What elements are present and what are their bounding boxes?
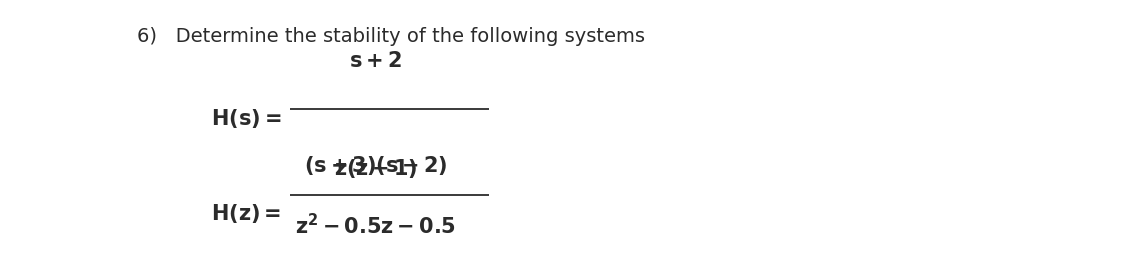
Text: $\mathbf{z(z-1)}$: $\mathbf{z(z-1)}$ xyxy=(333,157,418,180)
Text: 6)   Determine the stability of the following systems: 6) Determine the stability of the follow… xyxy=(137,27,644,46)
Text: $\mathbf{z^2 - 0.5z - 0.5}$: $\mathbf{z^2 - 0.5z - 0.5}$ xyxy=(295,213,456,238)
Text: $\mathbf{H(z) =}$: $\mathbf{H(z) =}$ xyxy=(211,202,281,225)
Text: $\mathbf{s+2}$: $\mathbf{s+2}$ xyxy=(349,52,402,71)
Text: $\mathbf{(s+3)(s-2)}$: $\mathbf{(s+3)(s-2)}$ xyxy=(304,154,447,177)
Text: $\mathbf{H(s) =}$: $\mathbf{H(s) =}$ xyxy=(211,107,281,130)
